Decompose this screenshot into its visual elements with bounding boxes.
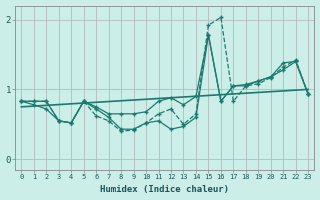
X-axis label: Humidex (Indice chaleur): Humidex (Indice chaleur) xyxy=(100,185,229,194)
